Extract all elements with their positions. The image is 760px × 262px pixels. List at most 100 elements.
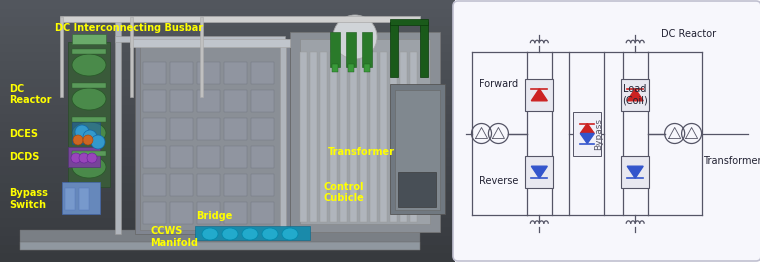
Bar <box>170 62 193 84</box>
Bar <box>170 174 193 196</box>
Bar <box>0 175 455 183</box>
Bar <box>340 52 347 222</box>
Bar <box>197 202 220 224</box>
Bar <box>251 62 274 84</box>
Text: Bridge: Bridge <box>195 211 232 221</box>
Bar <box>360 52 367 222</box>
Bar <box>0 183 455 192</box>
Text: CCWS
Manifold: CCWS Manifold <box>150 226 198 248</box>
Bar <box>390 52 397 222</box>
Bar <box>0 253 455 262</box>
Polygon shape <box>627 89 643 101</box>
Bar <box>170 146 193 168</box>
Circle shape <box>333 15 377 59</box>
Bar <box>0 52 455 61</box>
Bar <box>224 146 247 168</box>
Bar <box>224 90 247 112</box>
Bar <box>0 131 455 140</box>
Bar <box>525 79 553 111</box>
Bar <box>251 202 274 224</box>
Bar <box>346 32 356 67</box>
Bar <box>0 70 455 79</box>
Polygon shape <box>627 166 643 178</box>
Polygon shape <box>531 166 547 178</box>
Bar <box>197 118 220 140</box>
Bar <box>380 52 387 222</box>
Bar <box>65 188 75 210</box>
Bar <box>0 113 455 122</box>
Bar <box>68 42 110 187</box>
Ellipse shape <box>72 88 106 110</box>
Bar <box>0 236 455 244</box>
Bar <box>0 210 455 218</box>
Bar <box>395 90 440 210</box>
Text: Transformer: Transformer <box>703 156 760 166</box>
Bar <box>390 84 445 214</box>
Circle shape <box>87 153 97 163</box>
Bar <box>72 49 106 54</box>
Bar <box>364 64 370 72</box>
Bar <box>0 166 455 175</box>
Bar <box>0 122 455 131</box>
Bar <box>0 105 455 113</box>
Ellipse shape <box>282 228 298 240</box>
Bar <box>115 19 121 234</box>
Bar <box>0 192 455 201</box>
Bar <box>573 112 601 156</box>
Bar <box>0 18 455 26</box>
Polygon shape <box>581 134 594 144</box>
Bar <box>224 202 247 224</box>
Bar <box>0 227 455 236</box>
Bar <box>330 32 340 67</box>
Bar <box>72 117 106 122</box>
Text: Transformer: Transformer <box>328 147 394 157</box>
Bar <box>300 52 307 222</box>
Bar <box>135 39 290 234</box>
Bar <box>197 174 220 196</box>
Bar <box>370 52 377 222</box>
Bar <box>60 17 63 97</box>
Bar <box>0 96 455 105</box>
Bar <box>197 146 220 168</box>
Bar <box>60 16 420 22</box>
Circle shape <box>91 135 105 149</box>
Bar <box>224 62 247 84</box>
Polygon shape <box>581 123 594 134</box>
Bar <box>0 44 455 52</box>
Bar <box>390 19 428 25</box>
Ellipse shape <box>222 228 238 240</box>
Bar <box>79 188 89 210</box>
Circle shape <box>83 130 97 144</box>
Bar <box>621 156 649 188</box>
Bar <box>0 0 455 9</box>
Bar <box>20 230 420 250</box>
Text: DCDS: DCDS <box>9 152 40 162</box>
Ellipse shape <box>202 228 218 240</box>
Bar <box>621 79 649 111</box>
Bar <box>62 182 100 214</box>
Bar <box>130 17 133 97</box>
Bar <box>143 62 166 84</box>
Bar <box>350 52 357 222</box>
Bar <box>143 202 166 224</box>
Bar <box>310 52 317 222</box>
Bar <box>290 32 440 232</box>
Text: Bypass: Bypass <box>594 117 603 150</box>
Bar <box>68 147 100 167</box>
Ellipse shape <box>72 156 106 178</box>
Text: DCES: DCES <box>9 129 38 139</box>
Bar <box>251 146 274 168</box>
Bar <box>320 52 327 222</box>
Bar <box>390 22 398 77</box>
Bar <box>0 157 455 166</box>
Bar <box>20 242 420 250</box>
Bar <box>72 34 106 44</box>
Bar <box>0 244 455 253</box>
Bar <box>410 52 417 222</box>
Bar <box>251 90 274 112</box>
Text: DC
Reactor: DC Reactor <box>9 84 52 105</box>
Bar <box>170 90 193 112</box>
Polygon shape <box>531 89 547 101</box>
Bar <box>197 62 220 84</box>
Text: Load
(Coil): Load (Coil) <box>622 84 648 106</box>
